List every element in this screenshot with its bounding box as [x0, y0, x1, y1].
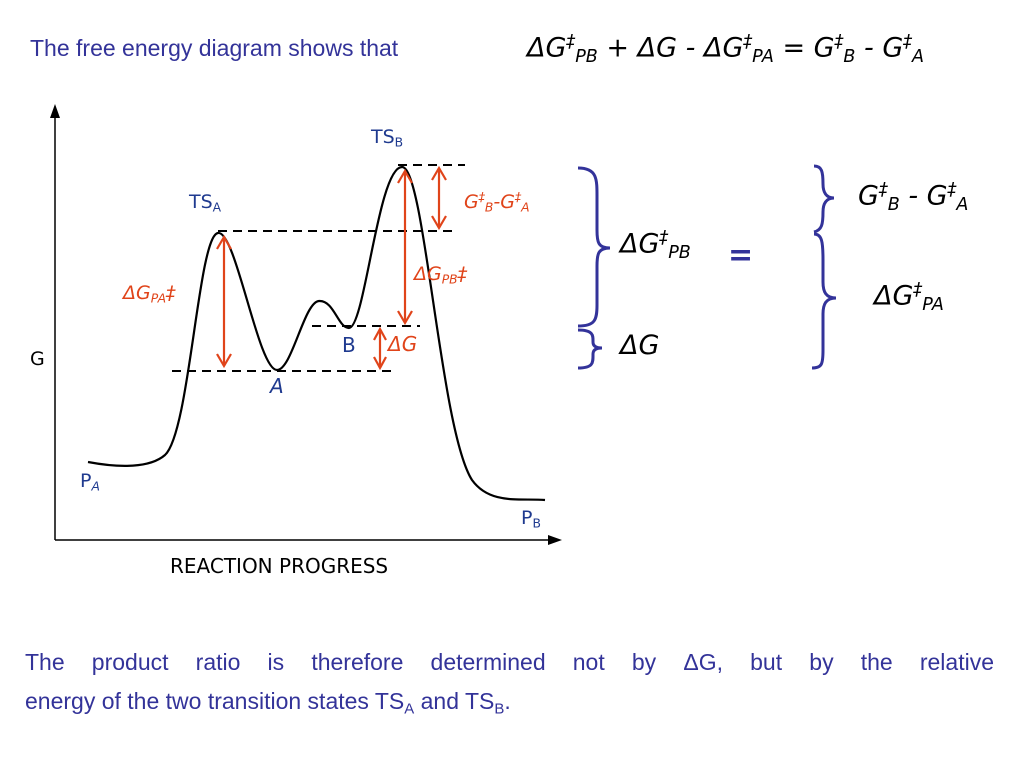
intermediate-b-label: B	[342, 333, 356, 357]
x-axis-label: REACTION PROGRESS	[170, 554, 389, 578]
ts-b-label: TSB	[371, 126, 404, 150]
conclusion-line-2: energy of the two transition states TSA …	[25, 688, 511, 718]
gb-ga-label: G‡B-G‡A	[464, 190, 530, 215]
brace-dg-pb: ΔG‡PB	[620, 228, 691, 263]
conclusion-line-1: The product ratio is therefore determine…	[25, 649, 994, 675]
brace-equals: =	[728, 238, 754, 273]
dg-pa-label: ΔGPA‡	[123, 282, 176, 306]
y-axis-arrowhead	[50, 104, 60, 118]
brace-dg: ΔG	[620, 330, 660, 361]
left-brace-bottom	[577, 328, 603, 370]
energy-curve	[87, 165, 546, 502]
gb-ga-arrow	[431, 165, 447, 231]
right-brace-top	[813, 164, 835, 234]
intermediate-a-label: A	[270, 374, 284, 398]
eq-delta-1: Δ	[527, 32, 546, 64]
ts-a-label: TSA	[189, 191, 222, 215]
y-axis-label: G	[30, 348, 45, 370]
x-axis-arrowhead	[548, 535, 562, 545]
dg-pb-label: ΔGPB‡	[414, 263, 468, 287]
dg-pb-arrow	[397, 168, 413, 326]
intro-text: The free energy diagram shows that	[30, 35, 399, 61]
product-a-label: PA	[80, 470, 100, 494]
dg-label: ΔG	[388, 332, 418, 356]
brace-dg-pa: ΔG‡PA	[874, 280, 944, 315]
right-brace-bottom	[811, 232, 837, 370]
dg-pa-arrow	[216, 234, 232, 369]
left-brace-top	[577, 166, 611, 328]
product-b-label: PB	[521, 507, 541, 531]
dg-arrow	[373, 326, 387, 371]
main-equation: ΔG‡PB + ΔG - ΔG‡PA = G‡B - G‡A	[527, 32, 925, 67]
brace-gb-minus-ga: G‡B - G‡A	[858, 180, 969, 215]
